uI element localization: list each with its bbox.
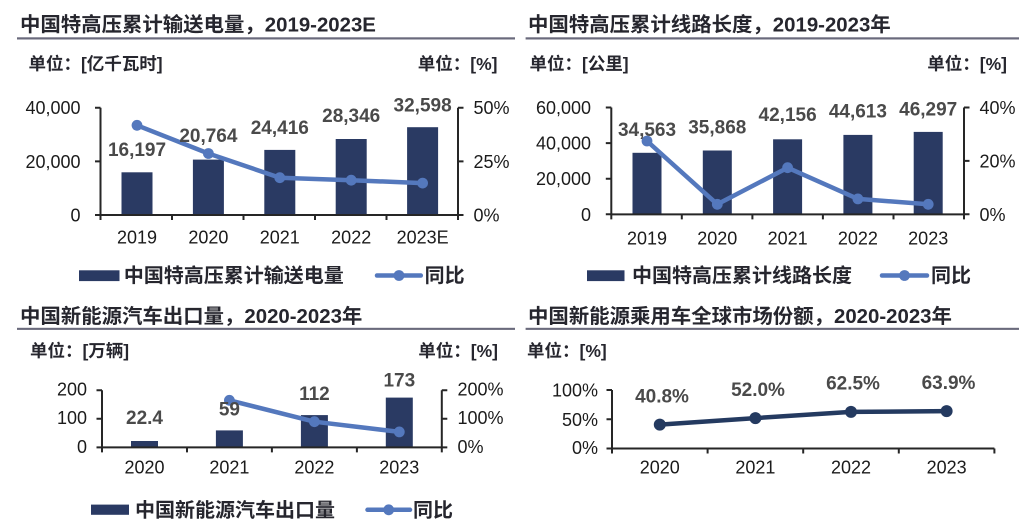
svg-text:2023E: 2023E	[397, 227, 449, 247]
svg-text:20%: 20%	[980, 151, 1016, 171]
svg-text:20,764: 20,764	[179, 126, 238, 147]
svg-text:0%: 0%	[572, 438, 598, 458]
svg-text:34,563: 34,563	[618, 120, 676, 141]
svg-text:35,868: 35,868	[688, 117, 746, 138]
svg-text:20,000: 20,000	[25, 152, 80, 172]
svg-text:[%]: [%]	[471, 341, 498, 361]
svg-text:2019-2023: 2019-2023	[773, 15, 871, 37]
svg-text:42,156: 42,156	[759, 105, 817, 126]
svg-text:[%]: [%]	[980, 54, 1007, 74]
svg-text:2021: 2021	[735, 457, 775, 477]
svg-text:0%: 0%	[980, 205, 1006, 225]
svg-text:28,346: 28,346	[322, 106, 380, 127]
svg-text:2022: 2022	[331, 227, 371, 247]
svg-text:0%: 0%	[458, 437, 484, 457]
svg-text:2020-2023: 2020-2023	[834, 306, 932, 328]
svg-text:[: [	[81, 54, 87, 74]
svg-text:100: 100	[57, 408, 87, 428]
svg-text:200: 200	[57, 380, 87, 400]
svg-text:0: 0	[77, 437, 87, 457]
svg-text:112: 112	[299, 384, 330, 405]
svg-text:60,000: 60,000	[536, 98, 591, 118]
svg-text:100%: 100%	[458, 408, 504, 428]
svg-text:59: 59	[219, 399, 240, 420]
svg-text:20,000: 20,000	[536, 169, 591, 189]
svg-text:]: ]	[623, 54, 629, 74]
svg-text:2022: 2022	[838, 228, 878, 248]
svg-text:50%: 50%	[474, 98, 510, 118]
svg-text:46,297: 46,297	[899, 100, 957, 121]
svg-text:40,000: 40,000	[25, 98, 80, 118]
svg-text:2023: 2023	[908, 228, 948, 248]
svg-text:100%: 100%	[552, 381, 598, 401]
svg-text:2019-2023E: 2019-2023E	[265, 15, 376, 37]
svg-text:44,613: 44,613	[829, 101, 887, 122]
svg-text:]: ]	[123, 341, 129, 361]
svg-text:2022: 2022	[831, 457, 871, 477]
svg-text:2021: 2021	[260, 227, 300, 247]
svg-text:22.4: 22.4	[126, 408, 163, 429]
svg-text:173: 173	[383, 370, 415, 391]
svg-text:[%]: [%]	[580, 341, 607, 361]
svg-text:[: [	[83, 341, 89, 361]
svg-text:2021: 2021	[768, 228, 808, 248]
svg-text:2023: 2023	[379, 457, 419, 477]
svg-text:2023: 2023	[927, 457, 967, 477]
svg-text:63.9%: 63.9%	[922, 373, 976, 394]
svg-text:24,416: 24,416	[251, 118, 309, 139]
svg-text:200%: 200%	[458, 380, 504, 400]
svg-text:25%: 25%	[474, 152, 510, 172]
svg-text:2019: 2019	[117, 227, 157, 247]
svg-text:[: [	[582, 54, 588, 74]
svg-text:62.5%: 62.5%	[826, 373, 880, 394]
svg-text:2020: 2020	[697, 228, 737, 248]
svg-text:40%: 40%	[980, 98, 1016, 118]
svg-text:2020: 2020	[124, 457, 164, 477]
svg-text:40.8%: 40.8%	[635, 386, 689, 407]
svg-text:0: 0	[70, 206, 80, 226]
svg-text:0%: 0%	[474, 206, 500, 226]
svg-text:16,197: 16,197	[108, 140, 166, 161]
svg-text:52.0%: 52.0%	[731, 380, 785, 401]
svg-text:50%: 50%	[562, 410, 598, 430]
svg-text:2021: 2021	[209, 457, 249, 477]
svg-text:0: 0	[581, 205, 591, 225]
svg-text:]: ]	[157, 54, 163, 74]
svg-text:32,598: 32,598	[394, 95, 452, 116]
svg-text:2022: 2022	[294, 457, 334, 477]
svg-text:40,000: 40,000	[536, 134, 591, 154]
svg-text:2020: 2020	[640, 457, 680, 477]
svg-text:2020: 2020	[188, 227, 228, 247]
svg-text:[%]: [%]	[470, 54, 497, 74]
svg-text:2019: 2019	[627, 228, 667, 248]
svg-text:2020-2023: 2020-2023	[244, 306, 342, 328]
